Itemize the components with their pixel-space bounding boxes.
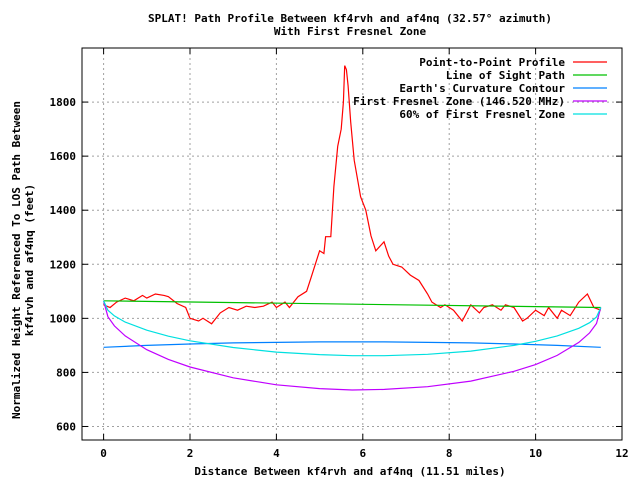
y-tick-label: 1400 — [50, 204, 77, 217]
grid — [82, 48, 623, 440]
x-tick-label: 10 — [529, 447, 542, 460]
x-tick-label: 2 — [187, 447, 194, 460]
x-tick-label: 12 — [615, 447, 628, 460]
y-tick-label: 1200 — [50, 258, 77, 271]
series-line-1 — [103, 300, 601, 309]
x-tick-label: 4 — [273, 447, 280, 460]
y-tick-label: 1600 — [50, 150, 77, 163]
series-line-2 — [103, 341, 601, 348]
chart-title: SPLAT! Path Profile Between kf4rvh and a… — [148, 12, 552, 25]
axis-ticks: 0 2 4 6 8 10 12 600 800 1000 1200 1400 1600 1800 — [50, 48, 629, 460]
series-line-4 — [103, 300, 602, 357]
series-lines — [103, 65, 602, 391]
y-tick-label: 1000 — [50, 312, 77, 325]
x-tick-label: 0 — [100, 447, 107, 460]
plot-frame — [81, 47, 623, 441]
y-tick-label: 800 — [56, 366, 76, 379]
y-tick-label: 1800 — [50, 96, 77, 109]
x-tick-label: 6 — [359, 447, 366, 460]
series-line-0 — [103, 65, 602, 325]
chart-subtitle: With First Fresnel Zone — [274, 25, 427, 38]
x-axis-label: Distance Between kf4rvh and af4nq (11.51… — [194, 465, 505, 478]
legend-label-3: First Fresnel Zone (146.520 MHz) — [353, 95, 565, 108]
y-axis-label-line1: Normalized Height Referenced To LOS Path… — [10, 101, 23, 419]
series-line-3 — [103, 300, 602, 391]
legend-label-2: Earth's Curvature Contour — [399, 82, 565, 95]
y-tick-label: 600 — [56, 420, 76, 433]
y-axis-label-line2: kf4rvh and af4nq (feet) — [23, 184, 36, 336]
legend-label-0: Point-to-Point Profile — [419, 56, 565, 69]
x-tick-label: 8 — [446, 447, 453, 460]
legend-label-4: 60% of First Fresnel Zone — [399, 108, 565, 121]
legend-label-1: Line of Sight Path — [446, 69, 565, 82]
